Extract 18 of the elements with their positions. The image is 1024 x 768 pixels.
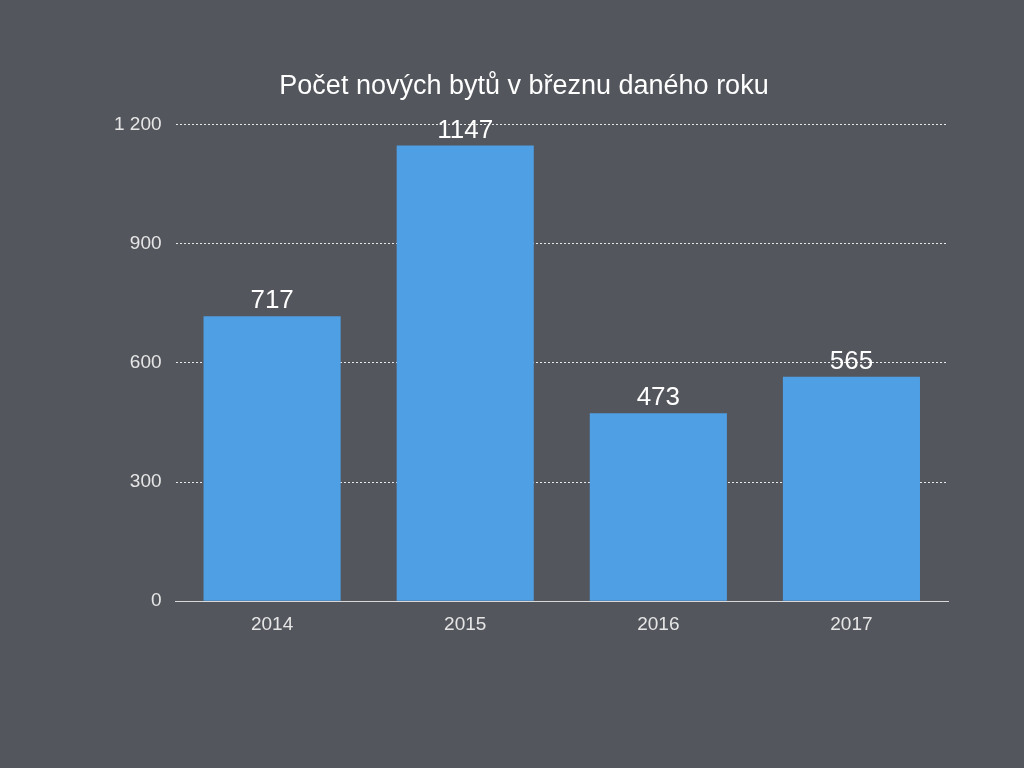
y-tick-label: 300 xyxy=(129,470,162,492)
data-label: 717 xyxy=(250,284,294,315)
y-tick-label: 900 xyxy=(129,231,162,253)
bar xyxy=(203,316,341,601)
bar xyxy=(396,145,534,601)
x-tick-label: 2014 xyxy=(250,612,294,634)
y-tick-label: 1 200 xyxy=(114,112,162,134)
data-label: 565 xyxy=(829,344,874,375)
x-tick-label: 2016 xyxy=(637,612,680,634)
data-label: 473 xyxy=(636,381,681,412)
chart-title: Počet nových bytů v březnu daného roku xyxy=(279,69,769,100)
y-tick-label: 0 xyxy=(150,589,162,611)
bar xyxy=(589,413,727,601)
data-label: 1147 xyxy=(437,113,494,144)
x-tick-label: 2015 xyxy=(444,612,487,634)
x-tick-label: 2017 xyxy=(830,612,873,634)
y-tick-label: 600 xyxy=(129,351,162,373)
bar xyxy=(782,376,920,601)
